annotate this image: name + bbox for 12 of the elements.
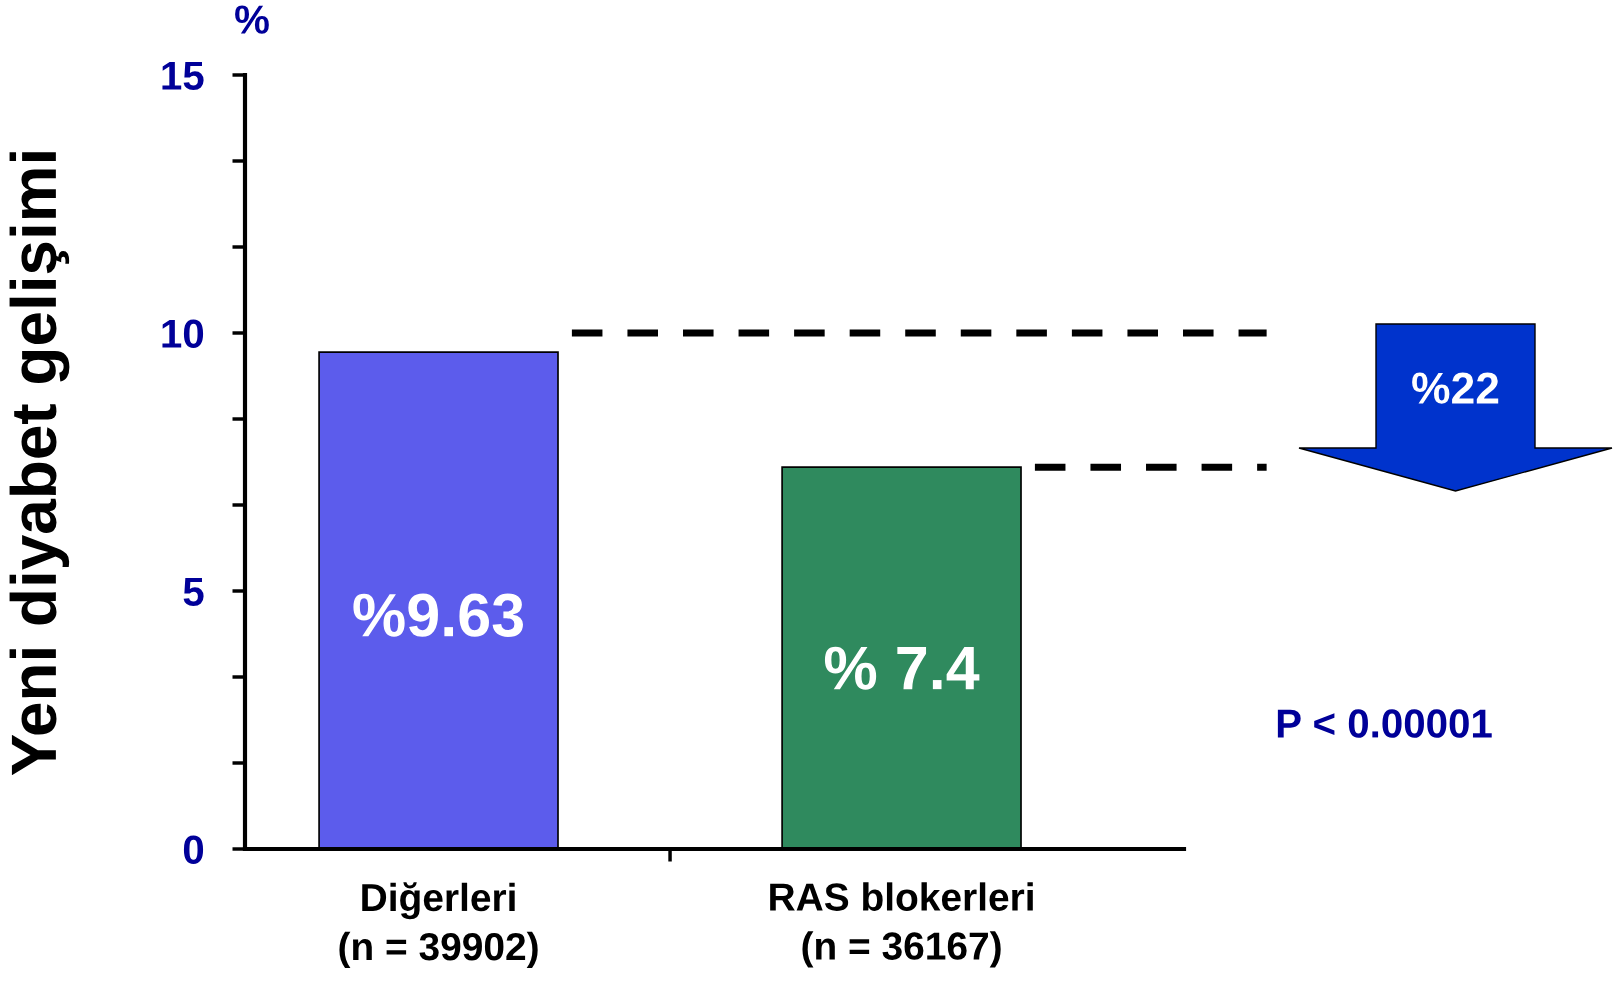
data-label: % 7.4 bbox=[824, 646, 980, 690]
y-tick-label: 15 bbox=[162, 61, 204, 90]
x-tick-label: RAS blokerleri (n = 36167) bbox=[770, 882, 1033, 968]
x-tick-label: Diğerleri (n = 39902) bbox=[339, 882, 538, 969]
data-label: %9.63 bbox=[353, 593, 523, 637]
y-axis-title: Yeni diyabet gelişimi bbox=[9, 152, 70, 776]
text: % bbox=[235, 5, 269, 34]
y-tick-label: 5 bbox=[183, 577, 204, 606]
text: P < 0.00001 bbox=[1277, 709, 1492, 738]
text: %22 bbox=[1412, 372, 1499, 404]
y-tick-label: 0 bbox=[183, 835, 204, 864]
y-tick-label: 10 bbox=[162, 319, 204, 348]
